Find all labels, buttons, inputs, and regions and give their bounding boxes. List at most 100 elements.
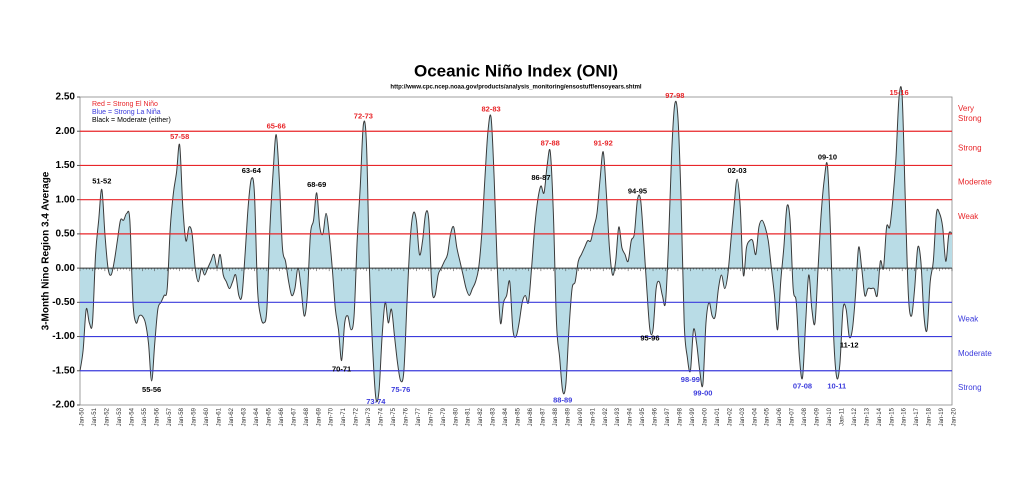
event-label: 15-16 [889, 88, 908, 97]
y-tick-label: 0.00 [56, 263, 76, 274]
y-tick-label: -2.00 [52, 400, 75, 411]
y-axis-label: 3-Month Nino Region 3.4 Average [41, 171, 52, 330]
x-tick-label: Jan-51 [92, 407, 98, 426]
x-tick-label: Jan-99 [690, 407, 696, 426]
x-tick-label: Jan-05 [765, 407, 771, 426]
legend-note: Blue = Strong La Niña [92, 109, 161, 116]
x-tick-label: Jan-00 [702, 407, 708, 426]
y-tick-label: -0.50 [52, 297, 75, 308]
threshold-label: Weak [958, 315, 979, 324]
event-label: 07-08 [793, 382, 812, 391]
x-tick-label: Jan-82 [478, 407, 484, 426]
x-tick-label: Jan-57 [167, 407, 173, 426]
event-label: 82-83 [481, 105, 500, 114]
x-tick-label: Jan-52 [104, 407, 110, 426]
event-label: 75-76 [391, 385, 410, 394]
x-tick-label: Jan-84 [503, 407, 509, 426]
x-tick-label: Jan-11 [839, 407, 845, 426]
oni-line [79, 86, 953, 403]
x-tick-label: Jan-77 [416, 407, 422, 426]
x-tick-label: Jan-72 [354, 407, 360, 426]
event-label: 88-89 [553, 395, 572, 404]
event-label: 11-12 [840, 341, 859, 350]
x-tick-label: Jan-79 [441, 407, 447, 426]
event-label: 98-99 [681, 375, 700, 384]
x-tick-label: Jan-13 [864, 407, 870, 426]
x-tick-label: Jan-63 [242, 407, 248, 426]
event-label: 55-56 [142, 385, 161, 394]
x-tick-label: Jan-94 [628, 407, 634, 426]
x-tick-label: Jan-08 [802, 407, 808, 426]
x-tick-label: Jan-93 [615, 407, 621, 426]
x-tick-label: Jan-70 [329, 407, 335, 426]
x-tick-label: Jan-14 [877, 407, 883, 426]
x-tick-label: Jan-87 [540, 407, 546, 426]
event-label: 95-96 [640, 334, 659, 343]
x-tick-label: Jan-66 [279, 407, 285, 426]
event-label: 86-87 [531, 173, 550, 182]
x-tick-label: Jan-54 [129, 407, 135, 426]
event-label: 97-98 [665, 91, 684, 100]
x-tick-label: Jan-91 [590, 407, 596, 426]
x-tick-label: Jan-07 [790, 407, 796, 426]
x-tick-label: Jan-97 [665, 407, 671, 426]
x-tick-label: Jan-16 [902, 407, 908, 426]
threshold-label: Very Strong [958, 104, 982, 123]
threshold-label: Moderate [958, 349, 992, 358]
event-label: 63-64 [242, 166, 262, 175]
y-tick-label: 1.00 [56, 194, 76, 205]
x-tick-label: Jan-98 [678, 407, 684, 426]
event-label: 70-71 [332, 364, 351, 373]
event-label: 51-52 [92, 176, 111, 185]
threshold-label: Strong [958, 383, 982, 392]
y-tick-label: 0.50 [56, 229, 76, 240]
x-tick-label: Jan-09 [815, 407, 821, 426]
x-tick-label: Jan-04 [752, 407, 758, 426]
x-tick-label: Jan-92 [603, 407, 609, 426]
x-tick-label: Jan-78 [428, 407, 434, 426]
x-tick-label: Jan-56 [154, 407, 160, 426]
x-tick-label: Jan-19 [939, 407, 945, 426]
x-tick-label: Jan-85 [516, 407, 522, 426]
legend-note: Red = Strong El Niño [92, 101, 158, 108]
event-label: 91-92 [594, 139, 613, 148]
event-label: 87-88 [541, 139, 560, 148]
x-tick-label: Jan-86 [528, 407, 534, 426]
x-tick-label: Jan-53 [117, 407, 123, 426]
threshold-label: Strong [958, 143, 982, 152]
x-tick-label: Jan-62 [229, 407, 235, 426]
x-tick-label: Jan-76 [403, 407, 409, 426]
x-tick-label: Jan-64 [254, 407, 260, 426]
x-tick-label: Jan-60 [204, 407, 210, 426]
x-tick-label: Jan-17 [914, 407, 920, 426]
x-tick-label: Jan-69 [316, 407, 322, 426]
x-tick-label: Jan-59 [192, 407, 198, 426]
x-tick-label: Jan-96 [653, 407, 659, 426]
x-tick-label: Jan-03 [740, 407, 746, 426]
x-tick-label: Jan-50 [80, 407, 86, 426]
area-fill [80, 86, 952, 402]
x-tick-label: Jan-15 [889, 407, 895, 426]
x-tick-label: Jan-02 [727, 407, 733, 426]
y-tick-label: 2.00 [56, 126, 76, 137]
event-label: 10-11 [827, 382, 846, 391]
x-tick-label: Jan-89 [565, 407, 571, 426]
x-tick-label: Jan-61 [217, 407, 223, 426]
y-tick-label: -1.50 [52, 365, 75, 376]
x-tick-label: Jan-71 [341, 407, 347, 426]
x-tick-label: Jan-80 [453, 407, 459, 426]
event-label: 94-95 [628, 187, 647, 196]
chart-title: Oceanic Niño Index (ONI) [414, 61, 618, 80]
x-tick-label: Jan-01 [715, 407, 721, 426]
x-tick-label: Jan-88 [553, 407, 559, 426]
event-label: 72-73 [354, 111, 373, 120]
chart-subtitle: http://www.cpc.ncep.noaa.gov/products/an… [390, 85, 641, 91]
x-tick-label: Jan-10 [827, 407, 833, 426]
x-tick-label: Jan-65 [266, 407, 272, 426]
x-tick-label: Jan-68 [304, 407, 310, 426]
x-tick-label: Jan-90 [578, 407, 584, 426]
event-label: 73-74 [366, 397, 386, 406]
x-tick-label: Jan-12 [852, 407, 858, 426]
event-label: 65-66 [267, 122, 286, 131]
